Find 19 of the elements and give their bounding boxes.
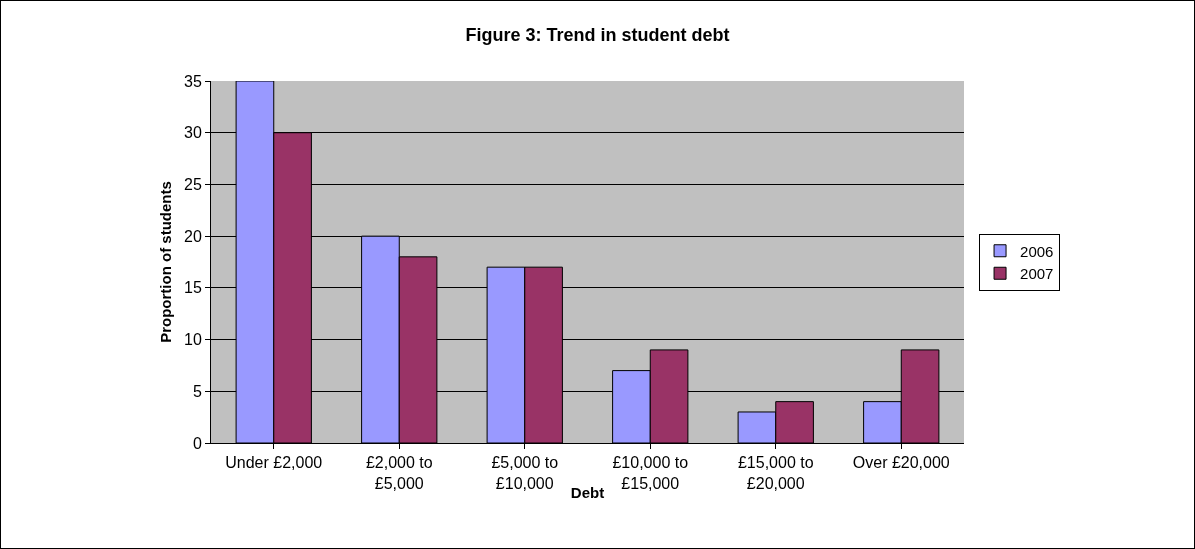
y-tick-label: 30: [184, 124, 202, 142]
y-axis-title: Proportion of students: [157, 181, 174, 343]
y-tick-label: 15: [184, 279, 202, 297]
y-tick-label: 20: [184, 227, 202, 245]
x-tick-label: Under £2,000: [225, 454, 323, 472]
y-tick-label: 25: [184, 176, 202, 194]
y-tick-label: 35: [184, 72, 202, 90]
x-tick-label: £15,000 to £20,000: [737, 454, 814, 492]
x-tick-label: £5,000 to £10,000: [491, 454, 559, 492]
legend-label: 2007: [1020, 265, 1054, 283]
chart-title: Figure 3: Trend in student debt: [465, 24, 730, 45]
y-tick-label: 10: [184, 331, 202, 349]
x-axis-title: Debt: [570, 484, 605, 501]
legend-label: 2006: [1020, 242, 1054, 260]
x-tick-label: Over £20,000: [852, 454, 950, 472]
x-tick-label: £10,000 to £15,000: [612, 454, 689, 492]
y-tick-label: 5: [192, 382, 202, 400]
y-tick-label: 0: [192, 434, 202, 452]
x-tick-label: £2,000 to £5,000: [365, 454, 433, 492]
